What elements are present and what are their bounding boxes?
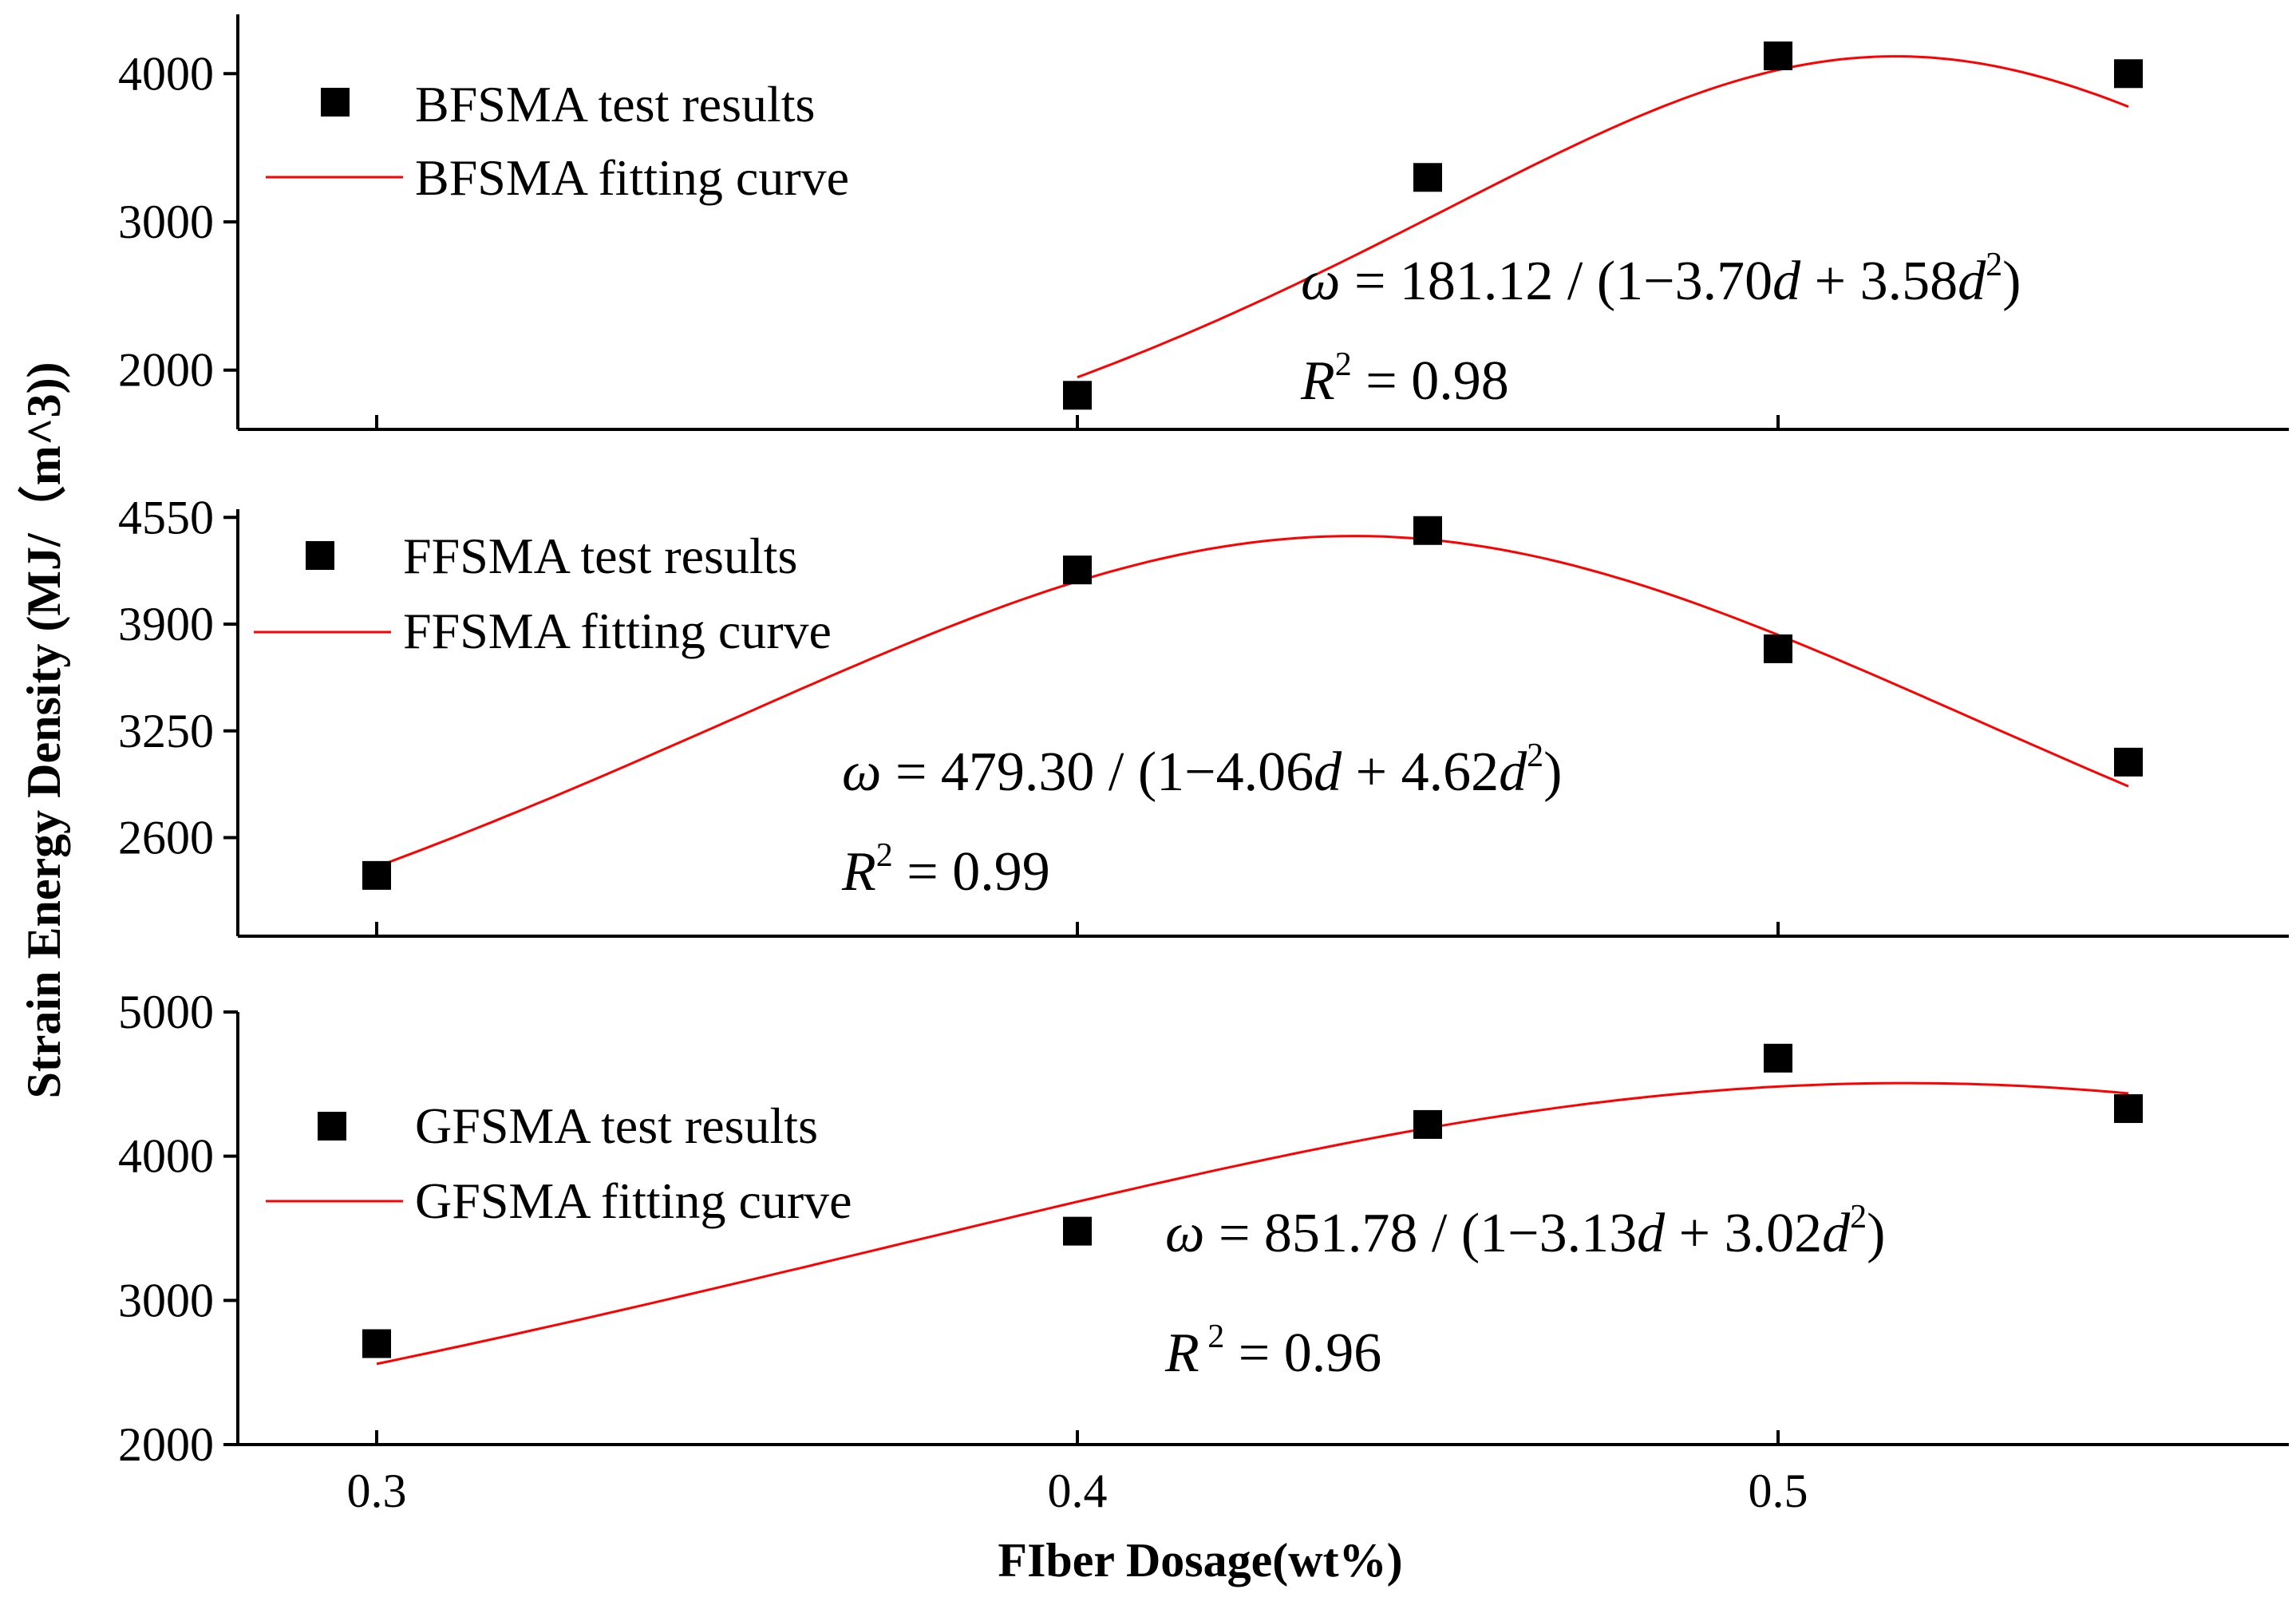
panel-gfsma: 2000 3000 4000 5000 0.3 0.4 0.5 GFSMA test re… xyxy=(118,986,2289,1517)
x-ticks xyxy=(375,922,1780,936)
fit-equation: ω = 851.78 / (1−3.13d + 3.02d2) xyxy=(1165,1199,1885,1264)
fit-equation: ω = 479.30 / (1−4.06d + 4.62d2) xyxy=(842,737,1562,803)
data-points xyxy=(362,516,2143,890)
y-tick-label: 3000 xyxy=(118,1274,214,1326)
legend-marker xyxy=(318,1112,346,1140)
r-squared: R2 = 0.98 xyxy=(1300,346,1509,412)
y-tick-label: 3250 xyxy=(118,705,214,757)
data-point xyxy=(362,1329,391,1358)
data-point xyxy=(2114,747,2143,777)
y-tick-label: 4000 xyxy=(118,47,214,100)
data-point xyxy=(1764,634,1792,663)
y-tick-label: 2000 xyxy=(118,1418,214,1471)
data-points xyxy=(1063,42,2143,410)
fit-curve xyxy=(376,535,2129,868)
x-axis-label: FIber Dosage(wt%) xyxy=(998,1534,1402,1587)
data-points xyxy=(362,1043,2143,1358)
y-tick-label: 4550 xyxy=(118,491,214,544)
data-point xyxy=(1764,42,1792,70)
legend-line-label: BFSMA fitting curve xyxy=(415,149,849,206)
panel-bfsma: 2000 3000 4000 BFSMA test results BFSMA fi… xyxy=(118,14,2289,431)
data-point xyxy=(1413,1109,1442,1139)
r-squared: R2 = 0.99 xyxy=(841,837,1050,903)
x-tick-label: 0.5 xyxy=(1749,1465,1808,1517)
y-ticks: 2000 3000 4000 xyxy=(118,47,238,397)
legend: FFSMA test results FFSMA fitting curve xyxy=(254,528,832,659)
data-point xyxy=(1764,1043,1792,1073)
x-tick-label: 0.3 xyxy=(347,1465,407,1517)
r-squared: R 2 = 0.96 xyxy=(1164,1318,1381,1384)
data-point xyxy=(1063,555,1092,585)
legend-marker xyxy=(321,88,350,117)
data-point xyxy=(1413,516,1442,545)
y-ticks: 2000 3000 4000 5000 xyxy=(118,986,238,1471)
legend: GFSMA test results GFSMA fitting curve xyxy=(266,1097,852,1229)
fit-curve xyxy=(376,1081,2129,1366)
data-point xyxy=(2114,1094,2143,1124)
y-tick-label: 3000 xyxy=(118,196,214,248)
y-tick-label: 2600 xyxy=(118,812,214,864)
y-ticks: 2600 3250 3900 4550 xyxy=(118,491,238,864)
data-point xyxy=(1063,381,1092,410)
x-tick-label: 0.4 xyxy=(1048,1465,1108,1517)
legend-points-label: GFSMA test results xyxy=(415,1097,818,1154)
legend-points-label: FFSMA test results xyxy=(403,528,797,584)
data-point xyxy=(1413,163,1442,192)
x-ticks: 0.3 0.4 0.5 xyxy=(347,1430,1808,1517)
panel-ffsma: 2600 3250 3900 4550 FFSMA test results FFSM… xyxy=(118,491,2289,938)
y-tick-label: 5000 xyxy=(118,986,214,1038)
y-tick-label: 4000 xyxy=(118,1130,214,1183)
data-point xyxy=(362,860,391,890)
y-axis-label: Strain Energy Density (MJ/（m^3)) xyxy=(17,362,70,1098)
legend-line-label: GFSMA fitting curve xyxy=(415,1172,852,1229)
legend-line-label: FFSMA fitting curve xyxy=(403,603,832,659)
legend-points-label: BFSMA test results xyxy=(415,76,815,132)
y-tick-label: 2000 xyxy=(118,344,214,397)
y-tick-label: 3900 xyxy=(118,598,214,650)
data-point xyxy=(2114,59,2143,89)
x-ticks xyxy=(375,415,1780,429)
fit-equation: ω = 181.12 / (1−3.70d + 3.58d2) xyxy=(1301,247,2021,312)
legend-marker xyxy=(306,541,334,570)
legend: BFSMA test results BFSMA fitting curve xyxy=(266,76,849,206)
data-point xyxy=(1063,1216,1092,1246)
fit-curve xyxy=(1077,55,2129,379)
